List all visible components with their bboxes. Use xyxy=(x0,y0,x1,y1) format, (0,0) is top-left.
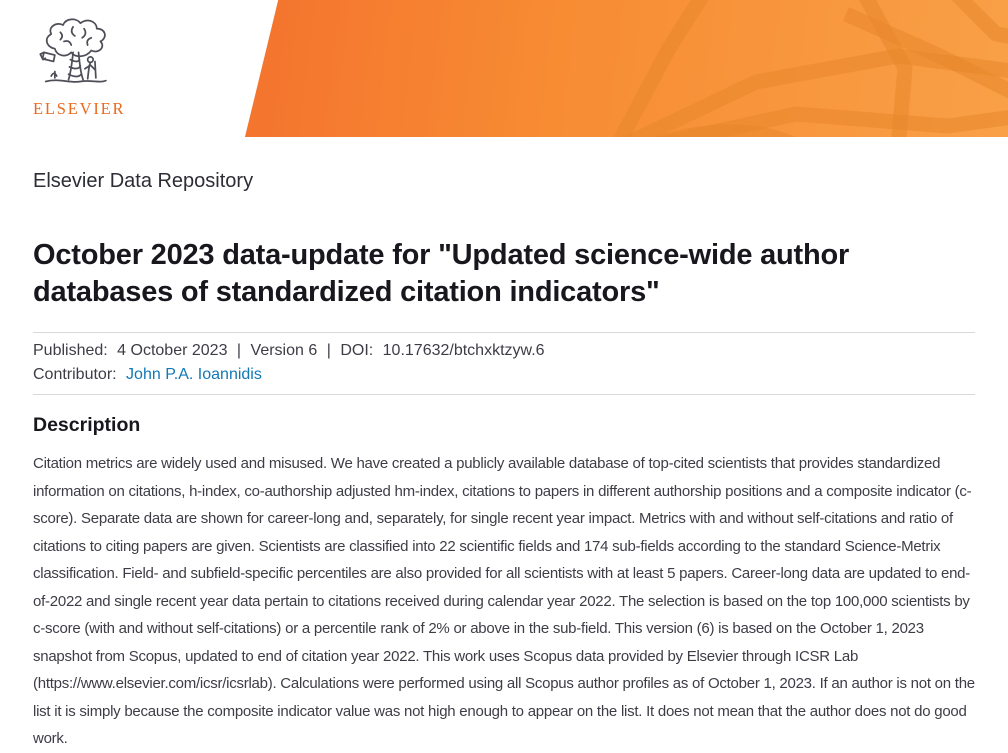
version-text: Version 6 xyxy=(250,342,318,359)
elsevier-wordmark: ELSEVIER xyxy=(33,99,126,118)
meta-divider: | xyxy=(326,342,331,359)
published-label: Published: xyxy=(33,342,108,359)
banner-graphic xyxy=(244,0,1008,137)
publication-meta-row: Published: 4 October 2023 | Version 6 | … xyxy=(33,339,975,363)
contributor-link[interactable]: John P.A. Ioannidis xyxy=(126,366,262,383)
meta-divider: | xyxy=(236,342,242,359)
header-banner: ELSEVIER xyxy=(0,0,1008,137)
published-date: 4 October 2023 xyxy=(117,342,228,359)
leaf-pattern-icon xyxy=(607,0,1008,137)
doi-value: 10.17632/btchxktzyw.6 xyxy=(382,342,545,359)
contributor-label: Contributor: xyxy=(33,366,117,383)
elsevier-tree-logo-icon xyxy=(39,18,107,83)
site-name: Elsevier Data Repository xyxy=(33,170,254,192)
metadata-bar: Published: 4 October 2023 | Version 6 | … xyxy=(33,332,975,395)
main-content: Elsevier Data Repository October 2023 da… xyxy=(0,168,1008,753)
description-body: Citation metrics are widely used and mis… xyxy=(33,455,975,747)
contributor-meta-row: Contributor: John P.A. Ioannidis xyxy=(33,363,975,387)
dataset-title: October 2023 data-update for "Updated sc… xyxy=(33,239,850,308)
elsevier-logo-link[interactable]: ELSEVIER xyxy=(33,16,126,119)
description-heading: Description xyxy=(33,414,141,436)
doi-label: DOI: xyxy=(340,342,374,359)
